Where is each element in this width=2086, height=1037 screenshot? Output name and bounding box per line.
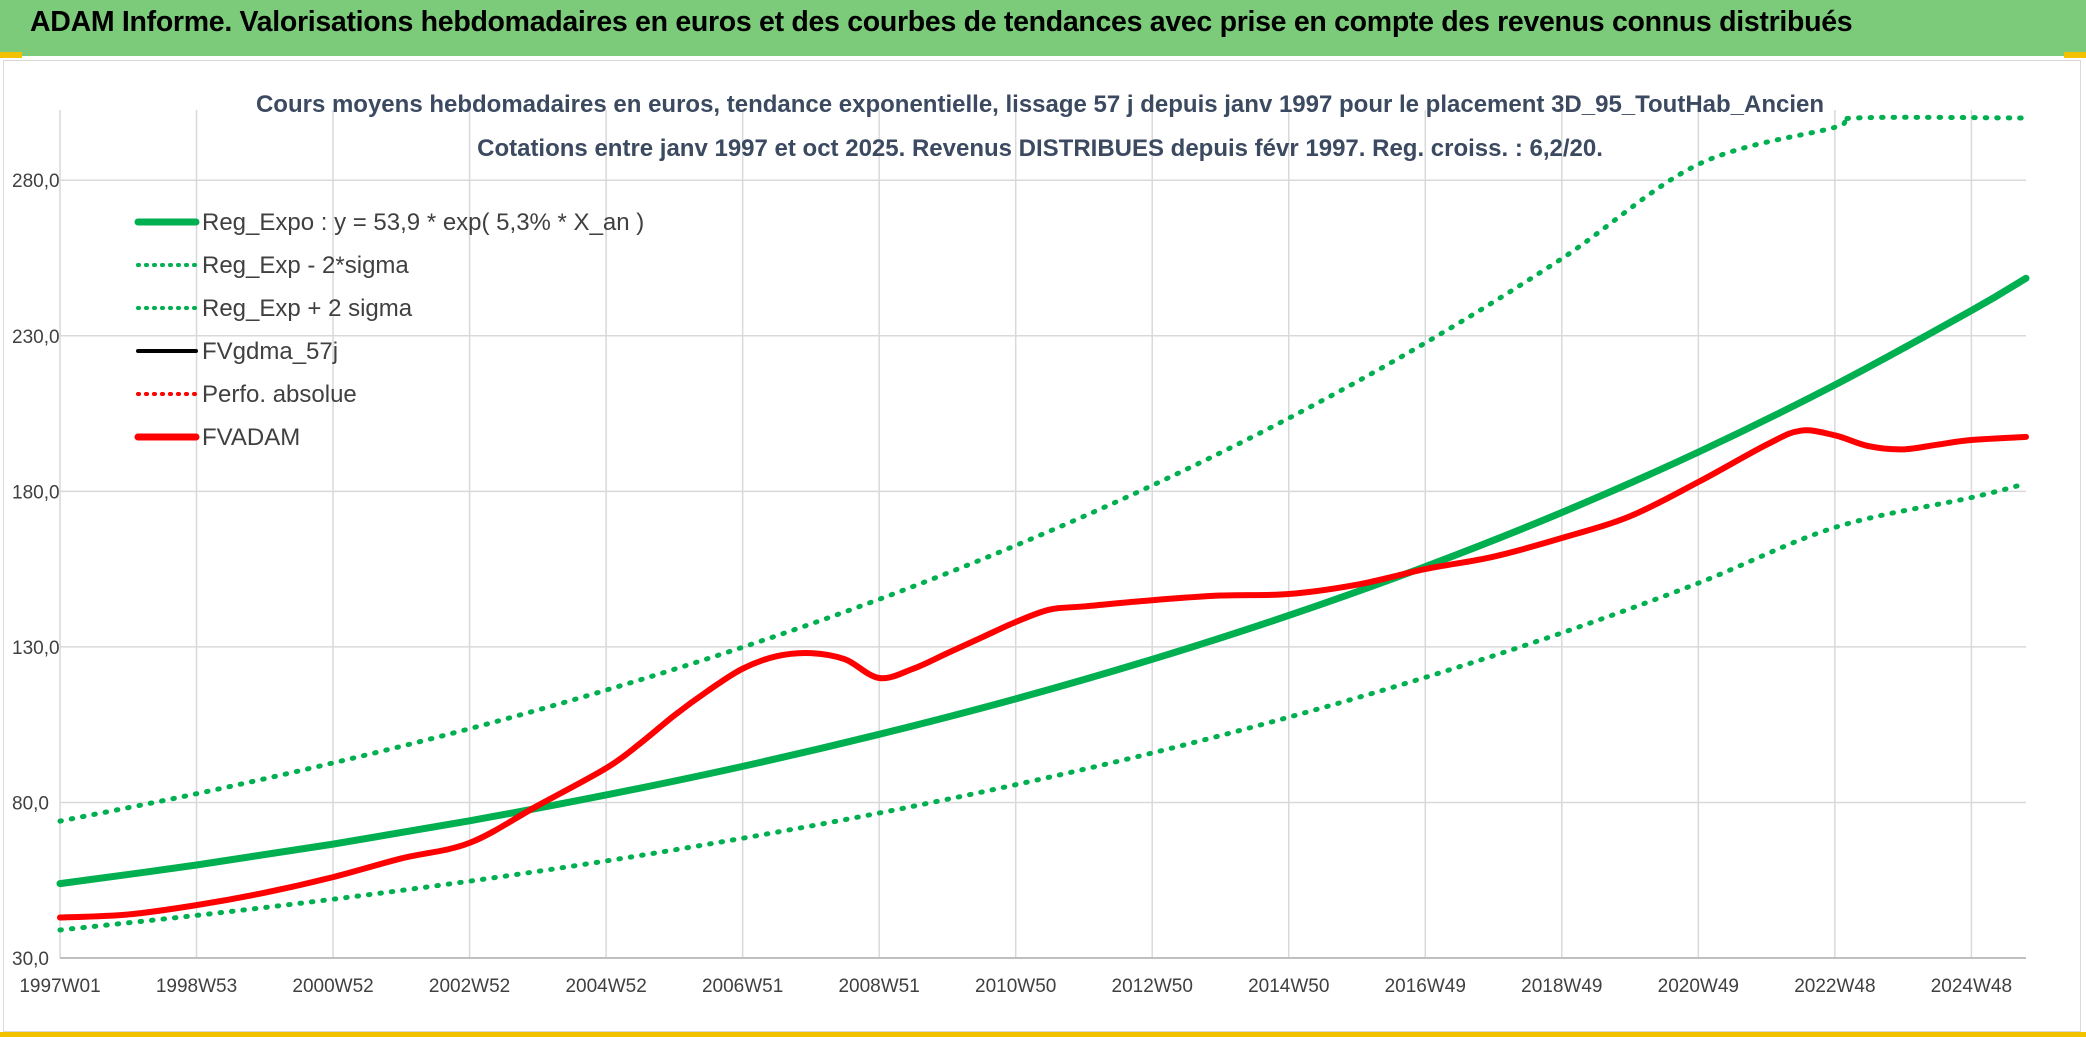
x-tick-label: 2022W48 — [1794, 976, 1875, 997]
grid — [59, 110, 2026, 959]
series-line-fvadam — [57, 427, 2029, 921]
x-tick-label: 2006W51 — [702, 976, 783, 997]
x-tick-label: 2004W52 — [565, 976, 646, 997]
x-tick-label: 2000W52 — [292, 976, 373, 997]
x-tick-label: 2012W50 — [1112, 976, 1193, 997]
corner-accent-left — [0, 52, 22, 58]
chart-subtitle: Cotations entre janv 1997 et oct 2025. R… — [477, 135, 1603, 162]
series-layer — [56, 114, 2030, 933]
series-line-reg-expo — [56, 274, 2030, 888]
y-tick-label: 230,0 — [12, 327, 60, 348]
legend-label: Reg_Expo : y = 53,9 * exp( 5,3% * X_an ) — [202, 209, 644, 236]
legend-label: Reg_Exp - 2*sigma — [202, 252, 409, 279]
x-tick-label: 2008W51 — [838, 976, 919, 997]
corner-accent-right — [2064, 52, 2086, 58]
x-tick-label: 2020W49 — [1658, 976, 1739, 997]
chart-frame — [3, 60, 2081, 1032]
legend-label: Perfo. absolue — [202, 381, 357, 408]
page-title: ADAM Informe. Valorisations hebdomadaire… — [30, 6, 1853, 38]
y-tick-label: 180,0 — [12, 482, 60, 503]
x-tick-label: 1998W53 — [156, 976, 237, 997]
y-tick-label: 130,0 — [12, 638, 60, 659]
y-tick-label: 280,0 — [12, 171, 60, 192]
x-tick-label: 2016W49 — [1385, 976, 1466, 997]
x-tick-label: 2002W52 — [429, 976, 510, 997]
x-tick-label: 2014W50 — [1248, 976, 1329, 997]
x-tick-label: 2010W50 — [975, 976, 1056, 997]
x-tick-label: 1997W01 — [19, 976, 100, 997]
legend-label: FVgdma_57j — [202, 338, 338, 365]
chart-title: Cours moyens hebdomadaires en euros, ten… — [256, 91, 1824, 118]
legend-label: Reg_Exp + 2 sigma — [202, 295, 413, 322]
series-line-reg-minus-2sigma — [57, 481, 2029, 933]
y-tick-label: 80,0 — [12, 793, 49, 814]
legend-label: FVADAM — [202, 424, 300, 451]
x-tick-label: 2024W48 — [1931, 976, 2012, 997]
y-tick-label: 30,0 — [12, 949, 49, 970]
series-line-reg-plus-2sigma — [57, 114, 2029, 824]
axis-labels: 30,0 80,0 130,0 180,0 230,0 280,0 1997W01 1998W… — [12, 171, 2012, 997]
bottom-accent-line — [0, 1032, 2086, 1037]
x-tick-label: 2018W49 — [1521, 976, 1602, 997]
legend: Reg_Expo : y = 53,9 * exp( 5,3% * X_an )… — [134, 209, 644, 451]
header-banner: ADAM Informe. Valorisations hebdomadaire… — [0, 0, 2086, 56]
